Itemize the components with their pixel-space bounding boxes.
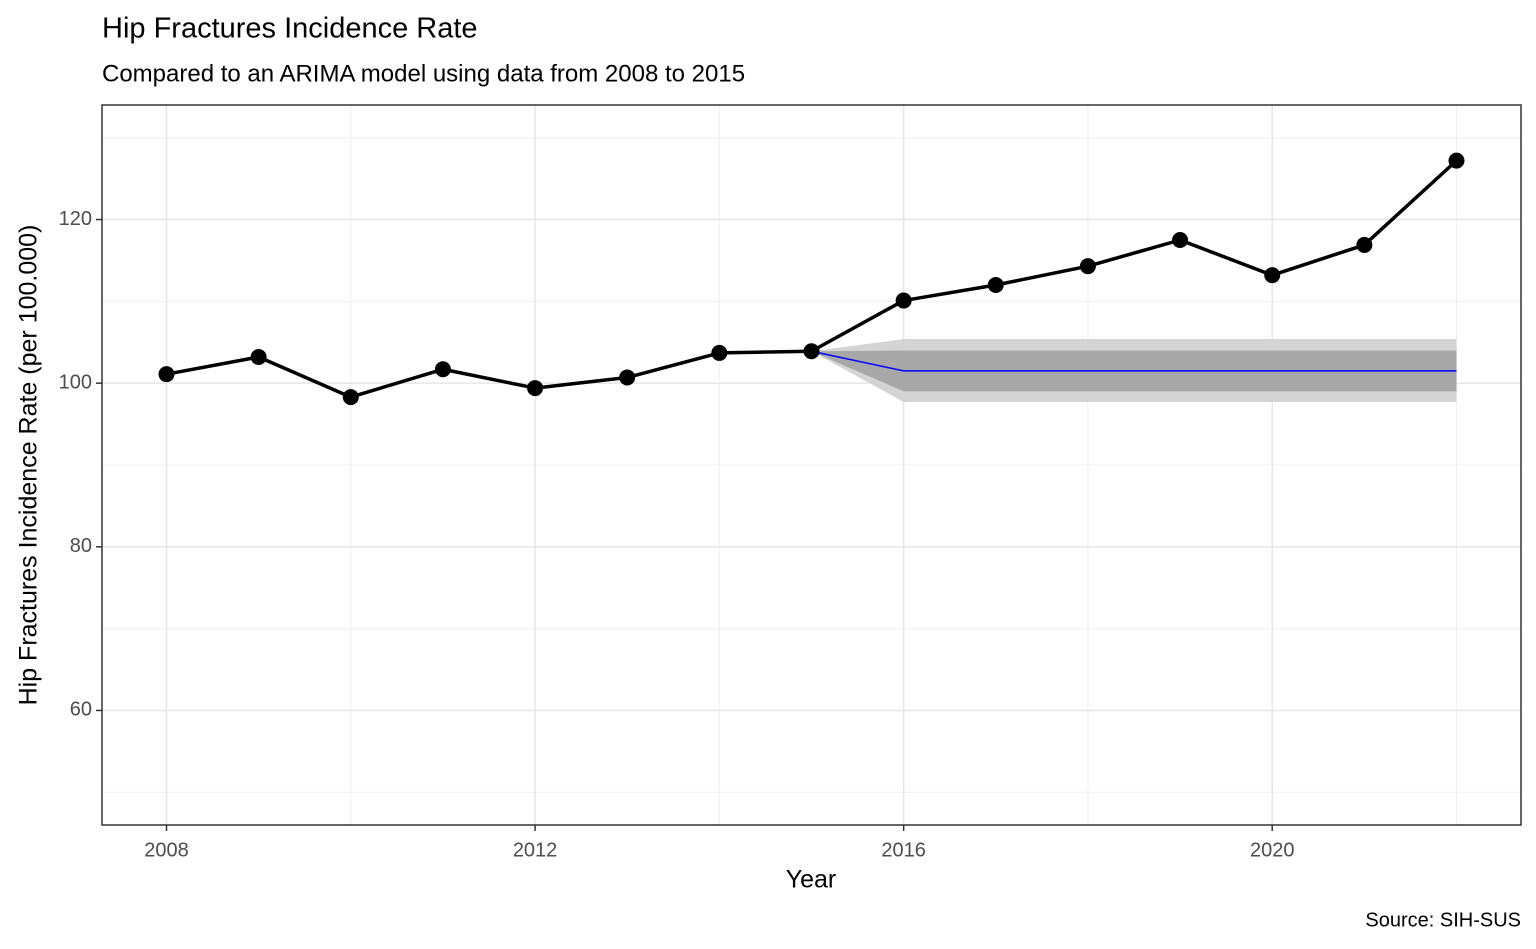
forecast-line (811, 350, 1457, 372)
y-tick-label: 60 (70, 699, 92, 721)
chart-title: Hip Fractures Incidence Rate (102, 13, 478, 45)
data-point (1448, 152, 1465, 169)
y-tick-label: 120 (59, 208, 92, 230)
y-tick-label: 100 (59, 371, 92, 393)
data-point (987, 277, 1004, 293)
data-point (1264, 267, 1281, 284)
data-point (711, 344, 728, 361)
x-tick-label: 2016 (881, 839, 926, 861)
data-point (895, 292, 912, 309)
data-point (1356, 236, 1373, 253)
data-point (434, 361, 451, 378)
data-point (803, 343, 820, 360)
data-point (342, 389, 359, 406)
y-axis-title: Hip Fractures Incidence Rate (per 100.00… (15, 225, 43, 706)
chart-subtitle: Compared to an ARIMA model using data fr… (102, 60, 745, 87)
x-tick-label: 2008 (144, 839, 189, 861)
data-point (619, 369, 636, 386)
data-point (527, 380, 544, 397)
x-tick-label: 2012 (513, 839, 558, 861)
x-tick-label: 2020 (1250, 839, 1295, 861)
plot-border (101, 104, 1522, 826)
data-point (1079, 258, 1096, 275)
data-point (1172, 232, 1189, 248)
caption: Source: SIH-SUS (1365, 909, 1521, 931)
data-point (158, 366, 175, 383)
data-point (250, 349, 267, 365)
x-axis-title: Year (786, 866, 837, 894)
y-tick-label: 80 (70, 535, 92, 557)
